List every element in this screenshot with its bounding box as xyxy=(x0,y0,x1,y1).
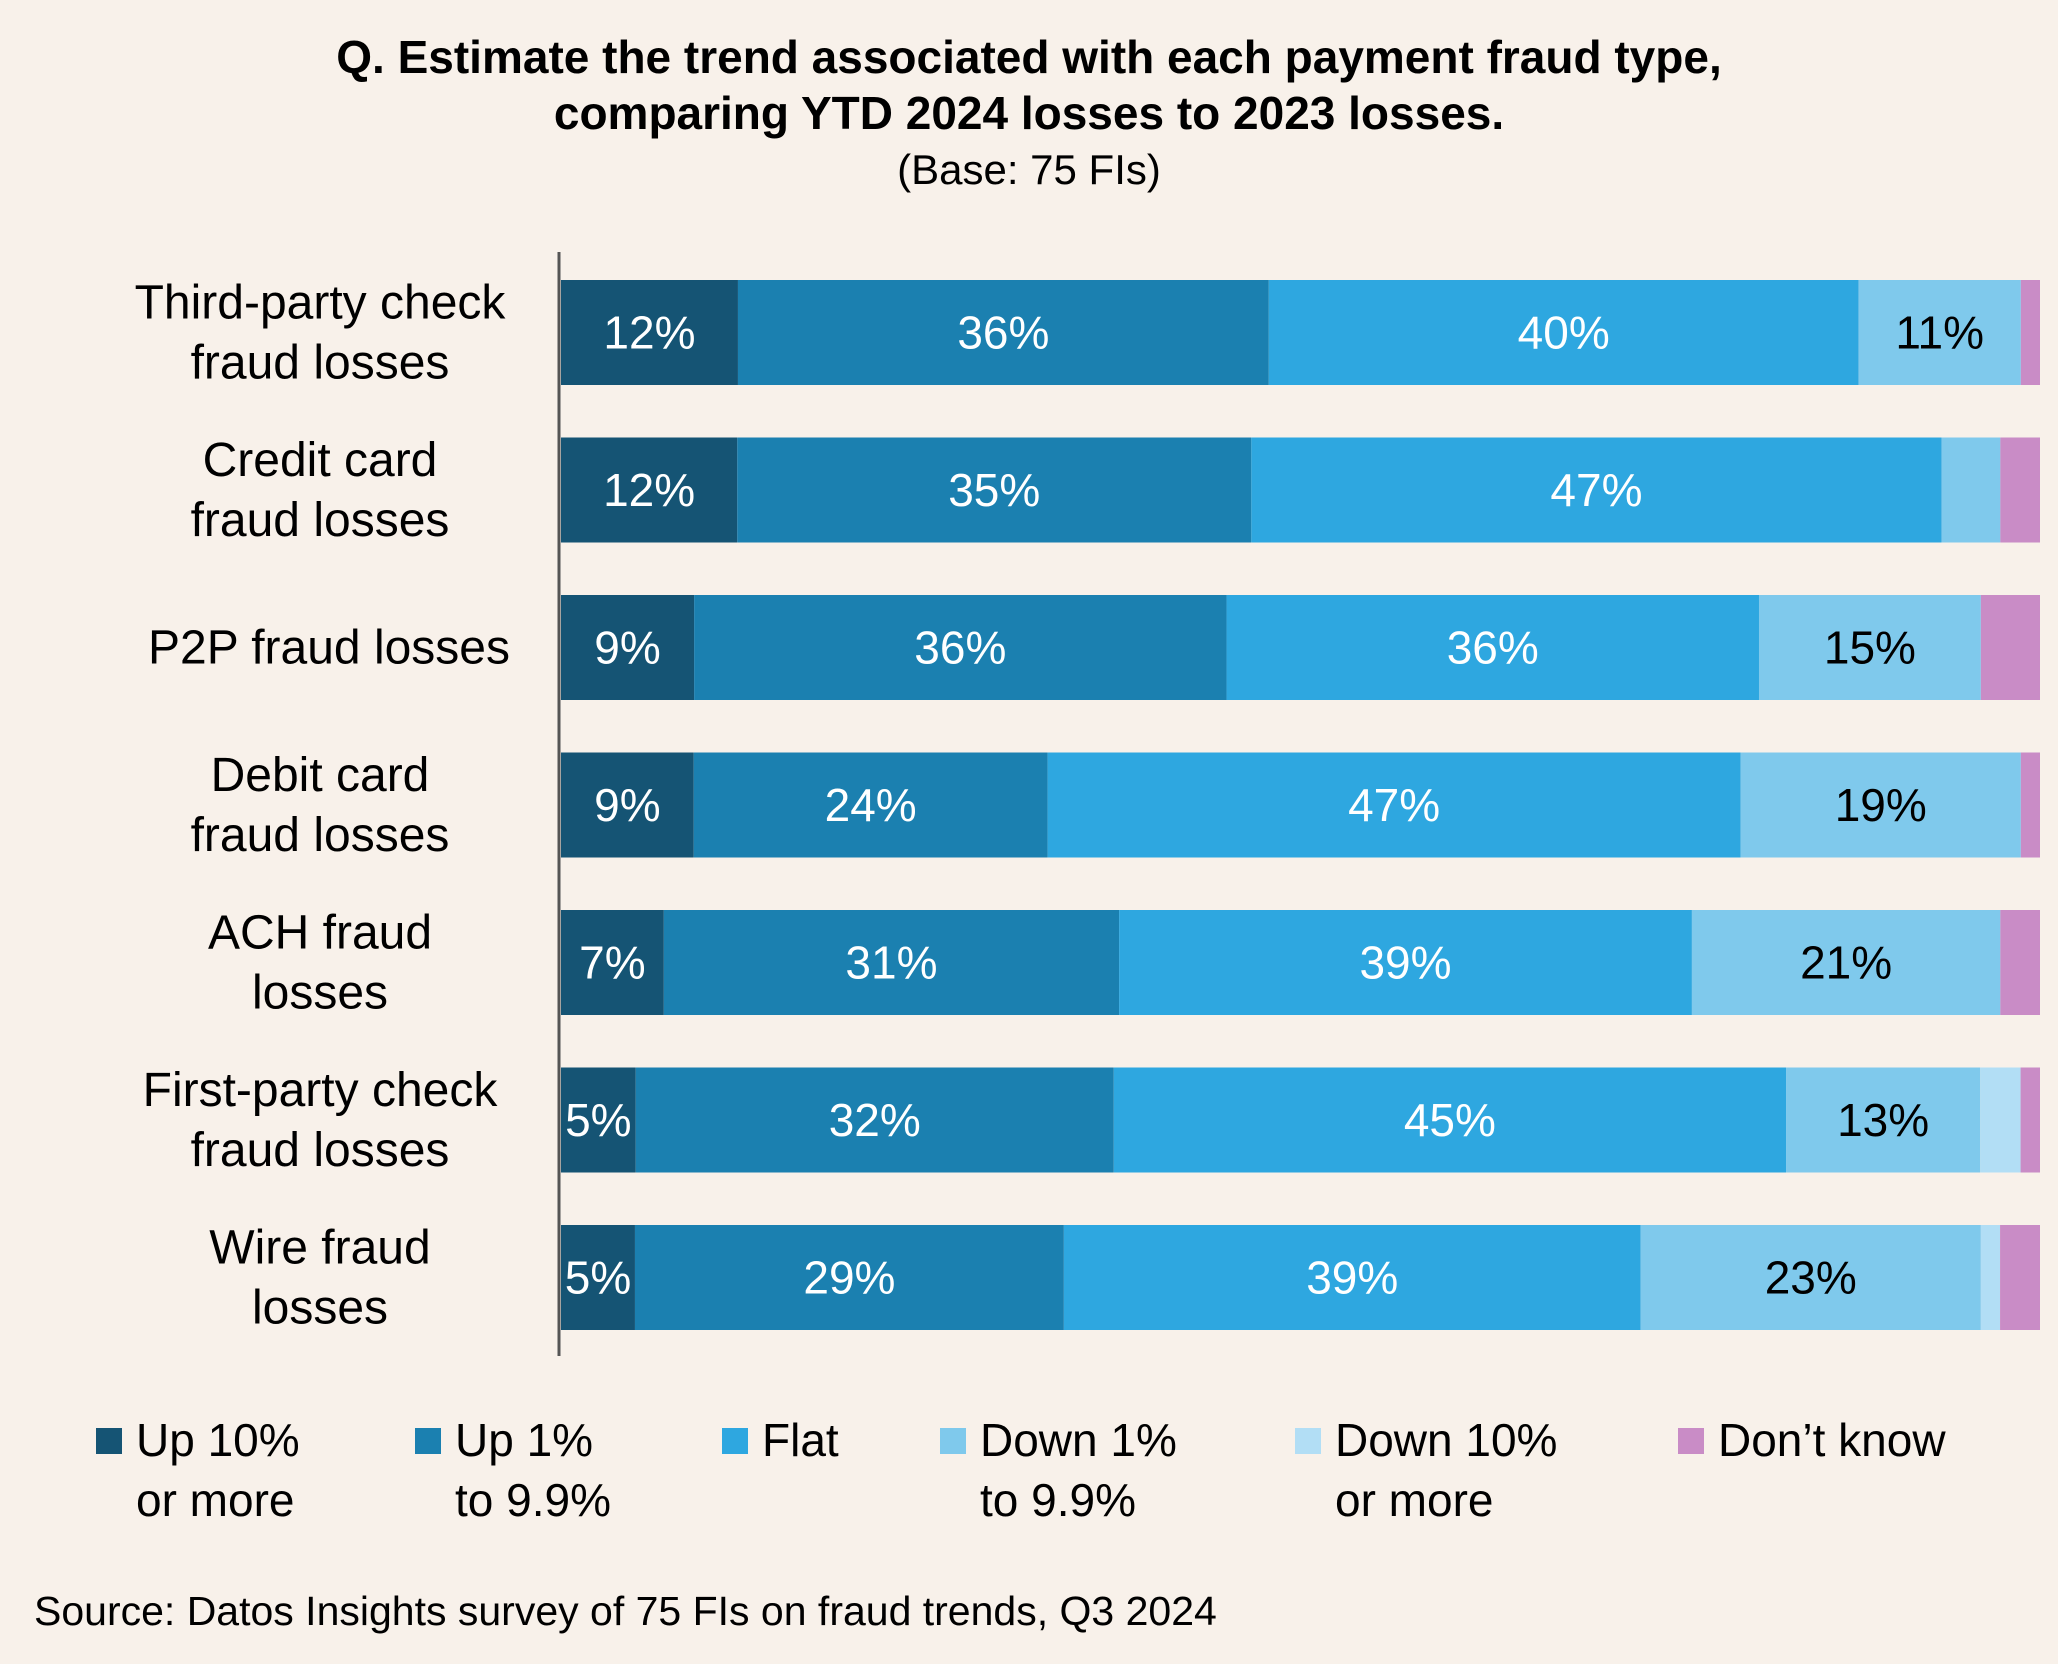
data-label: 32% xyxy=(829,1094,921,1146)
bar-segment xyxy=(1786,1067,1981,1173)
category-label: ACH fraud losses xyxy=(208,907,432,1020)
data-label: 35% xyxy=(948,464,1040,516)
bar-segment xyxy=(2020,280,2040,385)
bar-segment xyxy=(1640,1225,1981,1330)
bar-segment xyxy=(561,1067,636,1173)
bar-segment xyxy=(1740,752,2021,858)
bar-segment xyxy=(1119,910,1692,1015)
chart-title-line-2: comparing YTD 2024 losses to 2023 losses… xyxy=(553,87,1505,139)
data-label: 39% xyxy=(1359,937,1451,989)
bar-segment xyxy=(561,752,694,858)
bar-segment xyxy=(1047,752,1741,858)
bar-segment xyxy=(561,437,738,543)
bar-segment xyxy=(737,437,1252,543)
bar-segment xyxy=(2000,1225,2040,1330)
data-label: 29% xyxy=(803,1252,895,1304)
data-label: 13% xyxy=(1837,1094,1929,1146)
category-label: P2P fraud losses xyxy=(148,622,510,675)
data-label: 21% xyxy=(1800,937,1892,989)
bar-segment xyxy=(1980,595,2040,700)
data-label: 23% xyxy=(1765,1252,1857,1304)
data-label: 40% xyxy=(1518,307,1610,359)
bar-segment xyxy=(1758,595,1981,700)
data-label: 47% xyxy=(1348,779,1440,831)
bar-segment xyxy=(663,910,1120,1015)
bar-segment xyxy=(2020,1067,2040,1173)
chart-legend: Up 10% or more Up 1% to 9.9% Flat Down 1% t… xyxy=(0,1410,2058,1550)
legend-swatch xyxy=(1678,1428,1704,1454)
source-note: Source: Datos Insights survey of 75 FIs … xyxy=(34,1588,1217,1634)
data-label: 12% xyxy=(603,464,695,516)
bar-segment xyxy=(1063,1225,1641,1330)
data-label: 47% xyxy=(1550,464,1642,516)
data-label: 36% xyxy=(1447,622,1539,674)
data-label: 12% xyxy=(603,307,695,359)
data-label: 5% xyxy=(565,1094,631,1146)
legend-swatch xyxy=(940,1428,966,1454)
category-label: Credit card fraud losses xyxy=(191,434,450,547)
data-label: 36% xyxy=(957,307,1049,359)
data-label: 7% xyxy=(579,937,645,989)
bar-segment xyxy=(561,910,664,1015)
bar-segment xyxy=(561,280,738,385)
legend-swatch xyxy=(415,1428,441,1454)
bar-segment xyxy=(1268,280,1859,385)
data-label: 9% xyxy=(594,622,660,674)
bar-segment xyxy=(2000,910,2040,1015)
chart-subtitle: (Base: 75 FIs) xyxy=(897,146,1161,193)
data-label: 31% xyxy=(845,937,937,989)
bar-segment xyxy=(561,595,695,700)
bar-segment xyxy=(634,1225,1064,1330)
legend-label: Up 10% or more xyxy=(136,1414,300,1526)
legend-label: Don’t know xyxy=(1718,1414,1946,1466)
data-label: 15% xyxy=(1824,622,1916,674)
legend-label: Down 1% to 9.9% xyxy=(980,1414,1177,1526)
legend-label: Flat xyxy=(762,1414,839,1466)
data-label: 36% xyxy=(914,622,1006,674)
category-label: Wire fraud losses xyxy=(209,1222,430,1335)
data-label: 5% xyxy=(565,1252,631,1304)
data-label: 45% xyxy=(1404,1094,1496,1146)
bar-segment xyxy=(561,1225,635,1330)
data-label: 24% xyxy=(825,779,917,831)
data-label: 9% xyxy=(594,779,660,831)
category-label: Debit card fraud losses xyxy=(191,749,450,862)
data-label: 19% xyxy=(1835,779,1927,831)
bar-segment xyxy=(1691,910,2001,1015)
bar-segment xyxy=(2000,437,2040,543)
bar-segment xyxy=(1941,437,2001,543)
legend-swatch xyxy=(96,1428,122,1454)
bar-segment xyxy=(1858,280,2021,385)
bar-segment xyxy=(1980,1225,2001,1330)
bar-segment xyxy=(693,752,1048,858)
bar-segment xyxy=(694,595,1227,700)
bar-segment xyxy=(1113,1067,1787,1173)
legend-swatch xyxy=(722,1428,748,1454)
legend-label: Down 10% or more xyxy=(1335,1414,1558,1526)
data-label: 39% xyxy=(1306,1252,1398,1304)
chart-title-line-1: Q. Estimate the trend associated with ea… xyxy=(336,31,1722,83)
stacked-bar-chart: Third-party check fraud losses 12% 36% 40% 11… xyxy=(135,252,2040,1356)
category-label: Third-party check fraud losses xyxy=(135,277,507,390)
legend-label: Up 1% to 9.9% xyxy=(455,1414,611,1526)
category-label: First-party check fraud losses xyxy=(143,1064,499,1177)
bar-segment xyxy=(1226,595,1759,700)
bar-segment xyxy=(635,1067,1114,1173)
bar-segment xyxy=(1251,437,1942,543)
bar-segment xyxy=(737,280,1269,385)
bar-segment xyxy=(1980,1067,2021,1173)
data-label: 11% xyxy=(1895,307,1984,359)
legend-swatch xyxy=(1295,1428,1321,1454)
bar-segment xyxy=(2020,752,2040,858)
